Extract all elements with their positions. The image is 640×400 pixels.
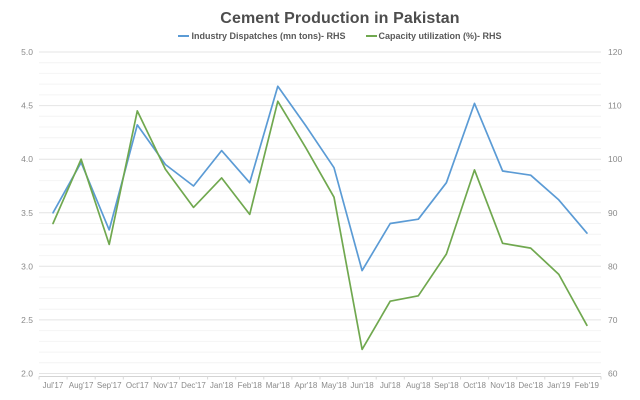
legend-label: Industry Dispatches (mn tons)- RHS: [191, 31, 346, 41]
legend: Industry Dispatches (mn tons)- RHS Capac…: [40, 31, 640, 41]
svg-text:90: 90: [608, 208, 618, 218]
svg-text:100: 100: [608, 154, 622, 164]
svg-text:4.5: 4.5: [21, 101, 33, 111]
chart-title: Cement Production in Pakistan: [220, 10, 460, 27]
svg-text:Dec'18: Dec'18: [518, 381, 543, 390]
svg-text:Aug'18: Aug'18: [406, 381, 431, 390]
x-axis: [38, 376, 602, 380]
svg-text:May'18: May'18: [321, 381, 347, 390]
legend-label: Capacity utilization (%)- RHS: [378, 31, 502, 41]
svg-text:110: 110: [608, 101, 622, 111]
svg-text:70: 70: [608, 315, 618, 325]
svg-text:Sep'18: Sep'18: [434, 381, 459, 390]
svg-text:Oct'17: Oct'17: [126, 381, 149, 390]
svg-text:Oct'18: Oct'18: [463, 381, 486, 390]
right-axis-labels: 120 110 100 90 80 70 60: [608, 47, 622, 379]
svg-text:Jul'17: Jul'17: [43, 381, 64, 390]
legend-line-swatch-green: [365, 35, 377, 37]
svg-text:4.0: 4.0: [21, 154, 33, 164]
series-line-1: [52, 100, 588, 351]
svg-text:5.0: 5.0: [21, 47, 33, 57]
svg-text:120: 120: [608, 47, 622, 57]
left-axis-labels: 5.0 4.5 4.0 3.5 3.0 2.5 2.0: [21, 47, 33, 379]
svg-text:Jul'18: Jul'18: [380, 381, 401, 390]
svg-text:80: 80: [608, 261, 618, 271]
svg-text:Aug'17: Aug'17: [69, 381, 94, 390]
svg-text:Nov'18: Nov'18: [490, 381, 515, 390]
svg-text:Apr'18: Apr'18: [294, 381, 317, 390]
svg-text:60: 60: [608, 369, 618, 379]
gridlines: [39, 51, 601, 374]
legend-item-industry-dispatches[interactable]: Industry Dispatches (mn tons)- RHS: [178, 31, 346, 41]
svg-text:3.0: 3.0: [21, 261, 33, 271]
svg-text:Feb'18: Feb'18: [238, 381, 263, 390]
legend-line-swatch-blue: [178, 35, 190, 37]
svg-text:Jan'19: Jan'19: [547, 381, 571, 390]
svg-text:3.5: 3.5: [21, 208, 33, 218]
series-line-0: [52, 85, 588, 272]
svg-text:Jan'18: Jan'18: [210, 381, 234, 390]
svg-text:2.5: 2.5: [21, 315, 33, 325]
svg-text:Jun'18: Jun'18: [350, 381, 374, 390]
svg-text:Nov'17: Nov'17: [153, 381, 178, 390]
svg-text:Feb'19: Feb'19: [575, 381, 600, 390]
svg-text:Mar'18: Mar'18: [266, 381, 291, 390]
svg-text:Sep'17: Sep'17: [97, 381, 122, 390]
svg-text:Dec'17: Dec'17: [181, 381, 206, 390]
svg-text:2.0: 2.0: [21, 369, 33, 379]
legend-item-capacity-utilization[interactable]: Capacity utilization (%)- RHS: [365, 31, 502, 41]
x-axis-labels: Jul'17 Aug'17 Sep'17 Oct'17 Nov'17 Dec'17 Jan'…: [43, 381, 600, 390]
